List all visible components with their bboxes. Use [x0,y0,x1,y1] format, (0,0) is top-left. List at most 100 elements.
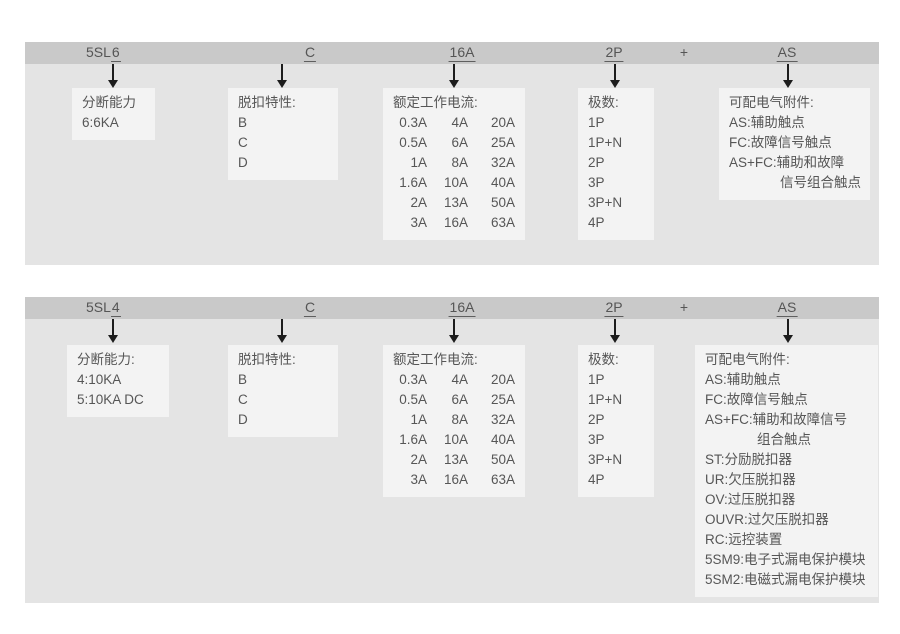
current-cell: 10A [443,432,468,447]
box-title: 额定工作电流: [393,352,478,367]
ordering-code-panel-5sl4: 5SL4 C 16A 2P + AS 分断能力: 4:10KA 5:10KA D… [25,297,879,603]
code-header-bar [25,42,879,64]
current-cell: 63A [490,472,515,487]
box-line: AS:辅助触点 [729,115,805,130]
arrow-head [783,335,793,343]
poles-box: 极数: 1P 1P+N 2P 3P 3P+N 4P [578,345,654,497]
box-line: 5SM9:电子式漏电保护模块 [705,552,866,567]
arrow-stem [453,64,455,80]
down-arrow-icon [783,64,793,88]
down-arrow-icon [108,64,118,88]
breaking-capacity-box: 分断能力: 4:10KA 5:10KA DC [67,345,169,417]
current-table: 0.3A 4A 20A 0.5A 6A 25A 1A 8A 32A 1.6A 10A 40A 2… [393,370,515,490]
current-cell: 8A [451,412,468,427]
box-line: FC:故障信号触点 [705,392,808,407]
model-code-variant: 6 [110,44,121,62]
arrow-head [277,335,287,343]
ordering-code-panel-5sl6: 5SL6 C 16A 2P + AS 分断能力 6:6KA 脱扣特性: B C … [25,42,879,265]
box-line: AS+FC:辅助和故障 [729,155,845,170]
box-title: 极数: [588,95,619,110]
box-line: 3P [588,432,605,447]
current-cell: 1A [410,412,427,427]
down-arrow-icon [783,319,793,343]
current-cell: 2A [410,195,427,210]
down-arrow-icon [610,64,620,88]
current-cell: 13A [443,195,468,210]
box-line: 4P [588,472,605,487]
current-cell: 40A [490,175,515,190]
model-code-variant: 4 [110,299,121,317]
down-arrow-icon [610,319,620,343]
arrow-stem [787,64,789,80]
current-cell: 1.6A [399,175,427,190]
arrow-stem [614,319,616,335]
box-line: 1P+N [588,392,623,407]
arrow-stem [112,319,114,335]
box-title: 可配电气附件: [729,95,814,110]
box-line: D [238,155,248,170]
breaking-capacity-box: 分断能力 6:6KA [72,88,155,140]
arrow-stem [787,319,789,335]
current-code: 16A [448,44,476,62]
current-cell: 3A [410,215,427,230]
box-line: 3P [588,175,605,190]
box-line: 1P [588,372,605,387]
arrow-head [449,80,459,88]
box-line: 6:6KA [82,115,119,130]
box-title: 可配电气附件: [705,352,790,367]
current-cell: 6A [451,392,468,407]
rated-current-box: 额定工作电流: 0.3A 4A 20A 0.5A 6A 25A 1A 8A 32A 1.6A… [383,88,525,240]
arrow-head [610,335,620,343]
current-cell: 20A [490,115,515,130]
current-cell: 3A [410,472,427,487]
box-title: 脱扣特性: [238,95,296,110]
box-line: B [238,372,248,387]
box-line: D [238,412,248,427]
current-cell: 50A [490,452,515,467]
arrow-stem [453,319,455,335]
plus-sign: + [679,44,689,60]
trip-characteristic-box: 脱扣特性: B C D [228,345,338,437]
box-line: B [238,115,248,130]
down-arrow-icon [449,64,459,88]
arrow-stem [112,64,114,80]
current-cell: 16A [443,215,468,230]
current-cell: 0.5A [399,135,427,150]
box-line: 5SM2:电磁式漏电保护模块 [705,572,866,587]
box-title: 额定工作电流: [393,95,478,110]
arrow-head [277,80,287,88]
current-cell: 40A [490,432,515,447]
arrow-head [783,80,793,88]
current-cell: 0.3A [399,115,427,130]
box-line: C [238,392,248,407]
current-cell: 2A [410,452,427,467]
model-code: 5SL4 [86,297,121,319]
box-line: 3P+N [588,452,623,467]
box-line: RC:远控装置 [705,532,783,547]
current-cell: 4A [451,115,468,130]
arrow-stem [614,64,616,80]
rated-current-box: 额定工作电流: 0.3A 4A 20A 0.5A 6A 25A 1A 8A 32A 1.6A… [383,345,525,497]
box-title: 极数: [588,352,619,367]
arrow-stem [281,319,283,335]
box-line: UR:欠压脱扣器 [705,472,796,487]
current-cell: 0.5A [399,392,427,407]
accessory-code: AS [776,44,798,62]
box-line: 2P [588,412,605,427]
down-arrow-icon [277,64,287,88]
current-cell: 1.6A [399,432,427,447]
arrow-head [610,80,620,88]
box-line: 5:10KA DC [77,392,144,407]
box-line: OUVR:过欠压脱扣器 [705,512,829,527]
box-line: 1P [588,115,605,130]
code-header-bar [25,297,879,319]
accessory-code: AS [776,299,798,317]
current-table: 0.3A 4A 20A 0.5A 6A 25A 1A 8A 32A 1.6A 10A 40A 2… [393,113,515,233]
trip-characteristic-box: 脱扣特性: B C D [228,88,338,180]
current-cell: 32A [490,412,515,427]
current-cell: 13A [443,452,468,467]
down-arrow-icon [277,319,287,343]
box-line: 3P+N [588,195,623,210]
poles-code: 2P [604,44,624,62]
